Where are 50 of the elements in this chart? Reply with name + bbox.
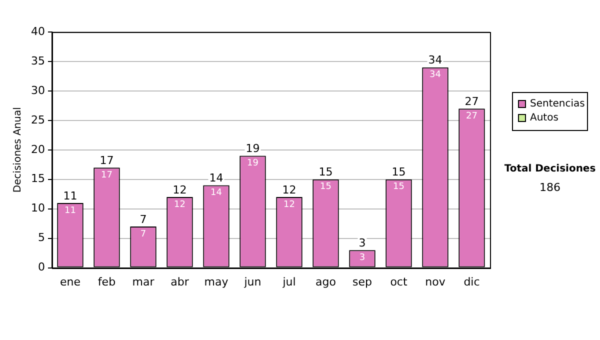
y-tick-label: 35 <box>30 54 45 68</box>
data-label: 7 <box>140 229 146 240</box>
total-label: 15 <box>318 166 333 179</box>
legend-label: Autos <box>530 112 558 124</box>
data-label: 11 <box>64 206 76 216</box>
y-tick-label: 5 <box>38 231 45 244</box>
total-label: 34 <box>428 54 442 67</box>
x-tick-label: may <box>204 275 229 288</box>
total-label: 17 <box>100 154 114 167</box>
data-label: 12 <box>174 200 186 210</box>
data-label: 15 <box>320 182 332 192</box>
y-tick-label: 25 <box>30 113 45 126</box>
x-tick-label: oct <box>390 275 408 288</box>
total-label: 14 <box>209 172 224 185</box>
y-tick-label: 40 <box>30 24 45 38</box>
x-tick-label: ene <box>60 275 81 288</box>
x-tick-label: sep <box>352 275 372 288</box>
x-tick-label: ago <box>316 275 336 288</box>
y-tick-label: 30 <box>30 84 45 97</box>
text: Total Decisiones <box>504 164 596 175</box>
total-label: 12 <box>172 183 187 196</box>
x-tick-label: jun <box>243 275 262 288</box>
data-label: 34 <box>430 70 442 80</box>
y-tick-label: 15 <box>30 172 45 186</box>
total-label: 3 <box>358 236 366 250</box>
total-label: 27 <box>464 94 479 108</box>
x-tick-label: feb <box>98 275 116 288</box>
data-label: 3 <box>359 252 366 263</box>
x-tick-label: abr <box>170 275 190 288</box>
data-label: 15 <box>393 182 404 192</box>
y-tick-label: 10 <box>30 202 45 215</box>
data-label: 19 <box>247 158 259 169</box>
legend-label: Sentencias <box>530 98 585 110</box>
text: 186 <box>540 180 560 194</box>
total-label: 11 <box>63 189 78 202</box>
data-label: 27 <box>466 111 478 122</box>
y-tick-label: 0 <box>38 260 45 274</box>
x-tick-label: jul <box>282 275 296 288</box>
x-tick-label: dic <box>464 275 480 288</box>
data-label: 17 <box>101 170 112 180</box>
x-tick-label: nov <box>425 275 446 288</box>
y-axis-title: Decisiones Anual <box>12 107 24 193</box>
data-label: 14 <box>210 188 222 198</box>
data-label: 12 <box>284 200 295 210</box>
total-label: 19 <box>246 142 260 156</box>
x-tick-label: mar <box>132 275 155 288</box>
total-label: 7 <box>140 212 147 226</box>
total-label: 12 <box>282 183 296 196</box>
y-tick-label: 20 <box>30 142 45 156</box>
total-label: 15 <box>392 166 406 179</box>
